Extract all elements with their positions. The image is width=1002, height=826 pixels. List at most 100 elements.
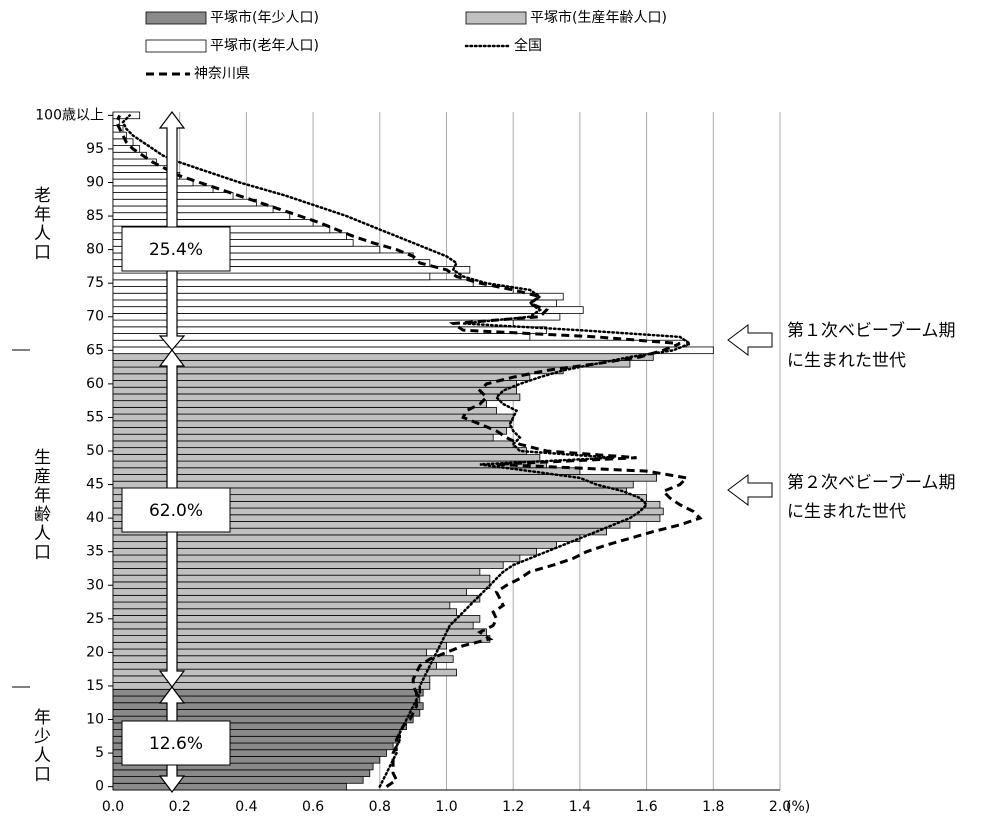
bar xyxy=(112,702,424,710)
bar xyxy=(112,648,427,657)
x-tick-label: 0.0 xyxy=(102,799,124,815)
legend-label: 全国 xyxy=(514,37,542,54)
annotation-arrow xyxy=(727,324,773,356)
share-label: 12.6% xyxy=(149,734,203,754)
share-label: 25.4% xyxy=(149,240,203,260)
lines xyxy=(114,114,703,788)
legend-label: 平塚市(生産年齢人口) xyxy=(530,9,667,26)
y-tick-label: 5 xyxy=(95,745,104,761)
bar xyxy=(112,165,171,173)
bar xyxy=(112,346,714,355)
bar xyxy=(112,601,451,610)
bars xyxy=(112,111,714,791)
bar xyxy=(112,353,654,361)
y-tick-label: 55 xyxy=(86,409,104,425)
x-axis-unit: (%) xyxy=(786,799,810,815)
annotation: 第２次ベビーブーム期 xyxy=(787,472,955,493)
bar xyxy=(112,608,457,616)
y-tick-label: 15 xyxy=(86,678,104,694)
group-label: 年少人口 xyxy=(30,708,51,784)
bar xyxy=(112,675,431,683)
legend-label: 平塚市(年少人口) xyxy=(210,9,319,26)
line xyxy=(114,114,703,788)
bar xyxy=(112,219,314,227)
bar xyxy=(112,588,467,596)
bar xyxy=(112,198,257,207)
bar xyxy=(112,138,134,146)
y-tick-label: 10 xyxy=(86,712,104,728)
y-tick-label: 95 xyxy=(86,141,104,157)
x-tick-label: 0.2 xyxy=(169,799,191,815)
y-tick-label: 45 xyxy=(86,477,104,493)
legend-label: 平塚市(老年人口) xyxy=(210,37,319,54)
y-tick-label: 85 xyxy=(86,208,104,224)
y-tick-label: 50 xyxy=(86,443,104,459)
x-tick-label: 1.0 xyxy=(435,799,457,815)
bar xyxy=(112,769,371,777)
x-tick-label: 1.4 xyxy=(569,799,591,815)
bar xyxy=(112,682,431,690)
annotation: に生まれた世代 xyxy=(787,351,906,371)
box xyxy=(121,487,231,533)
bar xyxy=(112,655,454,663)
bar xyxy=(112,185,214,193)
y-tick-label: 20 xyxy=(86,644,104,660)
y-tick-label: 30 xyxy=(86,577,104,593)
y-tick-label: 100歳以上 xyxy=(35,107,104,123)
bar xyxy=(112,688,424,697)
bar xyxy=(112,776,364,784)
line xyxy=(121,114,693,788)
y-tick-label: 25 xyxy=(86,611,104,627)
bar xyxy=(112,480,634,489)
group-label: 老年人口 xyxy=(30,186,51,262)
bar xyxy=(112,782,347,791)
x-tick-label: 2.0 xyxy=(769,799,791,815)
box xyxy=(121,226,231,272)
bar xyxy=(112,695,421,704)
bar xyxy=(112,339,688,348)
bar xyxy=(112,641,447,650)
y-tick-label: 40 xyxy=(86,510,104,526)
bar xyxy=(112,541,557,549)
bar xyxy=(112,326,547,334)
bar xyxy=(112,272,431,281)
bar xyxy=(112,178,194,187)
y-tick-label: 35 xyxy=(86,544,104,560)
box xyxy=(121,720,231,766)
bar xyxy=(112,306,584,314)
y-tick-label: 60 xyxy=(86,376,104,392)
legend-swatch xyxy=(465,11,527,25)
bar xyxy=(112,205,274,214)
y-tick-label: 65 xyxy=(86,342,104,358)
bar xyxy=(112,662,437,670)
legend-swatch xyxy=(145,39,207,53)
share-label: 62.0% xyxy=(149,501,203,521)
y-tick-label: 75 xyxy=(86,275,104,291)
x-tick-label: 0.8 xyxy=(369,799,391,815)
group-label: 生産年齢人口 xyxy=(30,448,51,562)
bar xyxy=(112,158,157,167)
x-tick-label: 1.6 xyxy=(635,799,657,815)
x-tick-label: 0.4 xyxy=(235,799,257,815)
bar xyxy=(112,299,557,308)
bar xyxy=(112,366,564,375)
share-boxes xyxy=(121,226,231,766)
bar xyxy=(112,212,291,220)
y-tick-label: 70 xyxy=(86,309,104,325)
x-tick-label: 1.8 xyxy=(702,799,724,815)
annotation-arrow xyxy=(727,474,773,506)
x-tick-label: 1.2 xyxy=(502,799,524,815)
y-tick-label: 0 xyxy=(95,779,104,795)
bar xyxy=(112,709,421,717)
legend-label: 神奈川県 xyxy=(194,66,250,82)
x-tick-label: 0.6 xyxy=(302,799,324,815)
legend-swatch xyxy=(145,11,207,25)
bar xyxy=(112,534,581,543)
annotation: 第１次ベビーブーム期 xyxy=(787,320,955,341)
y-tick-label: 80 xyxy=(86,242,104,258)
annotation: に生まれた世代 xyxy=(787,502,906,522)
bar xyxy=(112,359,631,368)
y-tick-label: 90 xyxy=(86,174,104,190)
